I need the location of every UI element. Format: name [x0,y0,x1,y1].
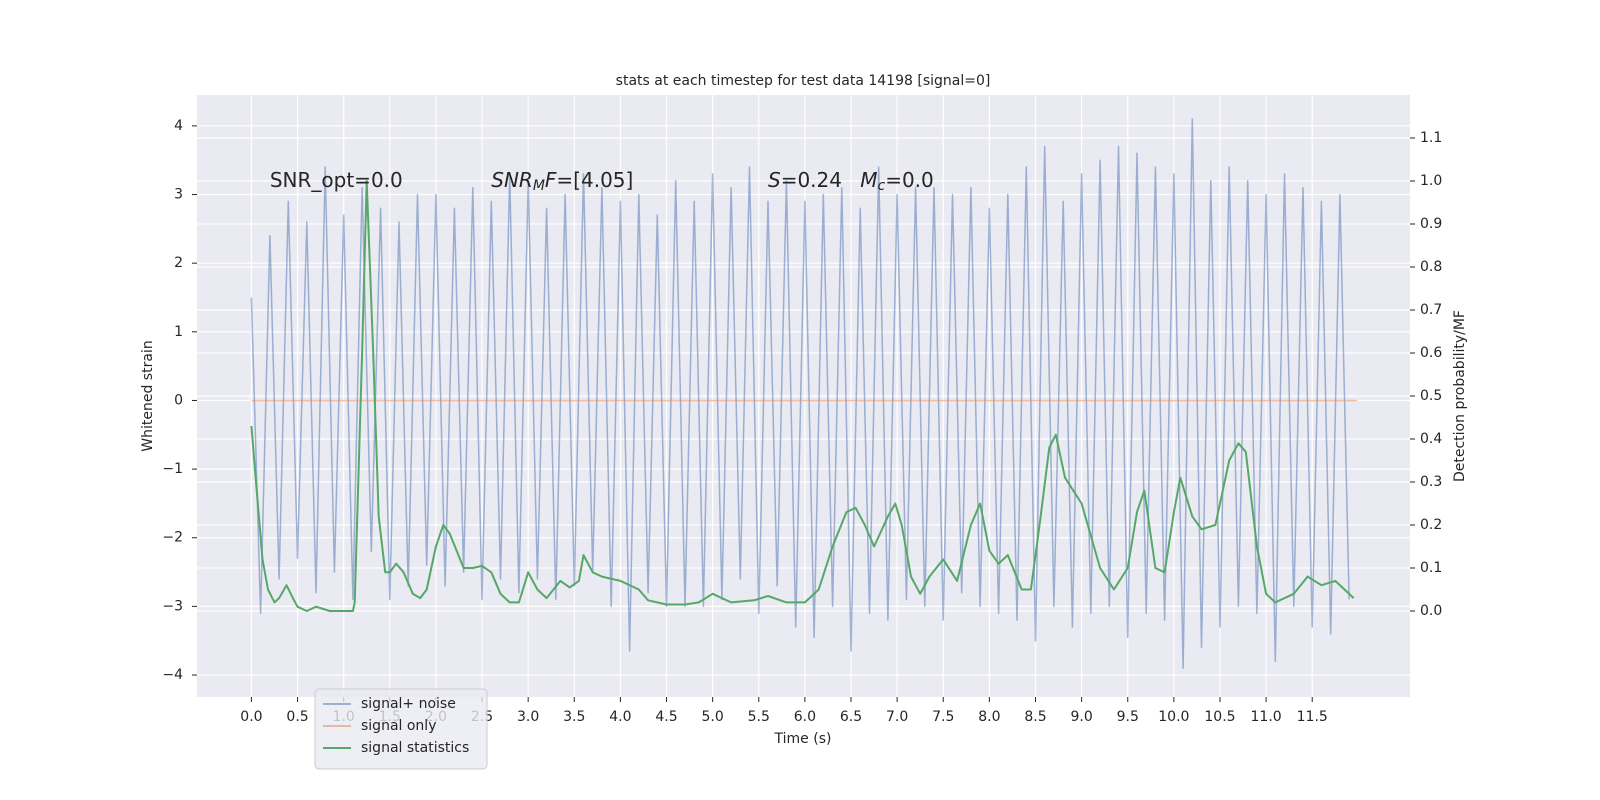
x-tick-label: 4.5 [655,709,677,725]
y-tick-label: −4 [162,667,183,683]
x-tick-label: 10.5 [1204,709,1235,725]
y-tick-label: 3 [174,187,183,203]
x-tick-label: 11.5 [1297,709,1328,725]
annotation-part: S [768,167,781,191]
y2-tick-label: 0.4 [1420,431,1442,447]
chart-title: stats at each timestep for test data 141… [616,73,991,89]
x-tick-label: 0.0 [240,709,262,725]
y-tick-label: −2 [162,530,183,546]
x-tick-label: 7.0 [886,709,908,725]
y2-tick-label: 0.8 [1420,259,1442,275]
x-tick-label: 3.0 [517,709,539,725]
annotation: S=0.24 [768,167,842,191]
annotation-part: M [533,178,545,194]
y-tick-label: −3 [162,598,183,614]
y-tick-label: 0 [174,392,183,408]
x-tick-label: 9.0 [1070,709,1092,725]
y-tick-label: 4 [174,118,183,134]
y-axis-label: Whitened strain [140,340,156,451]
x-tick-label: 6.0 [794,709,816,725]
x-tick-label: 8.5 [1024,709,1046,725]
x-tick-label: 9.5 [1117,709,1139,725]
x-tick-label: 4.0 [609,709,631,725]
y2-tick-label: 1.0 [1420,173,1442,189]
y2-tick-label: 0.2 [1420,517,1442,533]
y2-tick-label: 0.6 [1420,345,1442,361]
y2-tick-label: 0.9 [1420,216,1442,232]
legend-label: signal+ noise [361,696,456,712]
x-axis-label: Time (s) [774,731,832,747]
annotation: SNR_opt=0.0 [270,167,403,191]
y2-tick-label: 0.7 [1420,302,1442,318]
x-tick-label: 8.0 [978,709,1000,725]
y-tick-label: 1 [174,324,183,340]
y-tick-label: 2 [174,255,183,271]
annotation-part: F [545,167,557,191]
x-tick-label: 3.5 [563,709,585,725]
x-tick-label: 6.5 [840,709,862,725]
annotation-part: SNR [491,167,533,191]
y2-tick-label: 1.1 [1420,130,1442,146]
legend-label: signal only [361,718,436,734]
legend-label: signal statistics [361,740,469,756]
annotation: SNRMF=[4.05] [491,167,633,194]
annotation-part: =[4.05] [556,167,633,191]
annotation-part: =0.24 [781,167,842,191]
series-line [250,118,1350,669]
y-tick-label: −1 [162,461,183,477]
annotation-part: c [877,178,885,194]
series-line [250,180,1355,612]
y2-tick-label: 0.1 [1420,560,1442,576]
legend-box [314,688,488,770]
x-tick-label: 10.0 [1158,709,1189,725]
y2-tick-label: 0.0 [1420,603,1442,619]
y2-tick-label: 0.3 [1420,474,1442,490]
annotation-part: SNR_opt=0.0 [270,167,403,191]
x-tick-label: 7.5 [932,709,954,725]
x-tick-label: 11.0 [1251,709,1282,725]
x-tick-label: 5.0 [702,709,724,725]
x-tick-label: 0.5 [286,709,308,725]
x-tick-label: 5.5 [748,709,770,725]
y2-axis-label: Detection probability/MF [1452,310,1468,482]
y2-tick-label: 0.5 [1420,388,1442,404]
annotation-part: =0.0 [885,167,934,191]
annotation-part: M [860,167,877,191]
annotation: Mc=0.0 [860,167,934,194]
